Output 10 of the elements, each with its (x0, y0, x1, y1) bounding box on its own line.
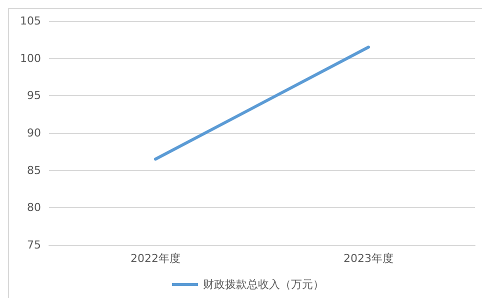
y-tick-label: 85 (27, 164, 41, 177)
y-tick-label: 100 (20, 52, 41, 65)
legend-label: 财政拨款总收入（万元） (203, 278, 324, 291)
x-tick-label: 2023年度 (344, 252, 394, 265)
y-tick-label: 105 (20, 14, 41, 28)
x-tick-label: 2022年度 (130, 252, 180, 265)
y-tick-label: 75 (27, 238, 41, 252)
y-tick-label: 95 (27, 89, 41, 102)
y-tick-label: 80 (27, 201, 41, 214)
y-tick-label: 90 (27, 126, 41, 140)
